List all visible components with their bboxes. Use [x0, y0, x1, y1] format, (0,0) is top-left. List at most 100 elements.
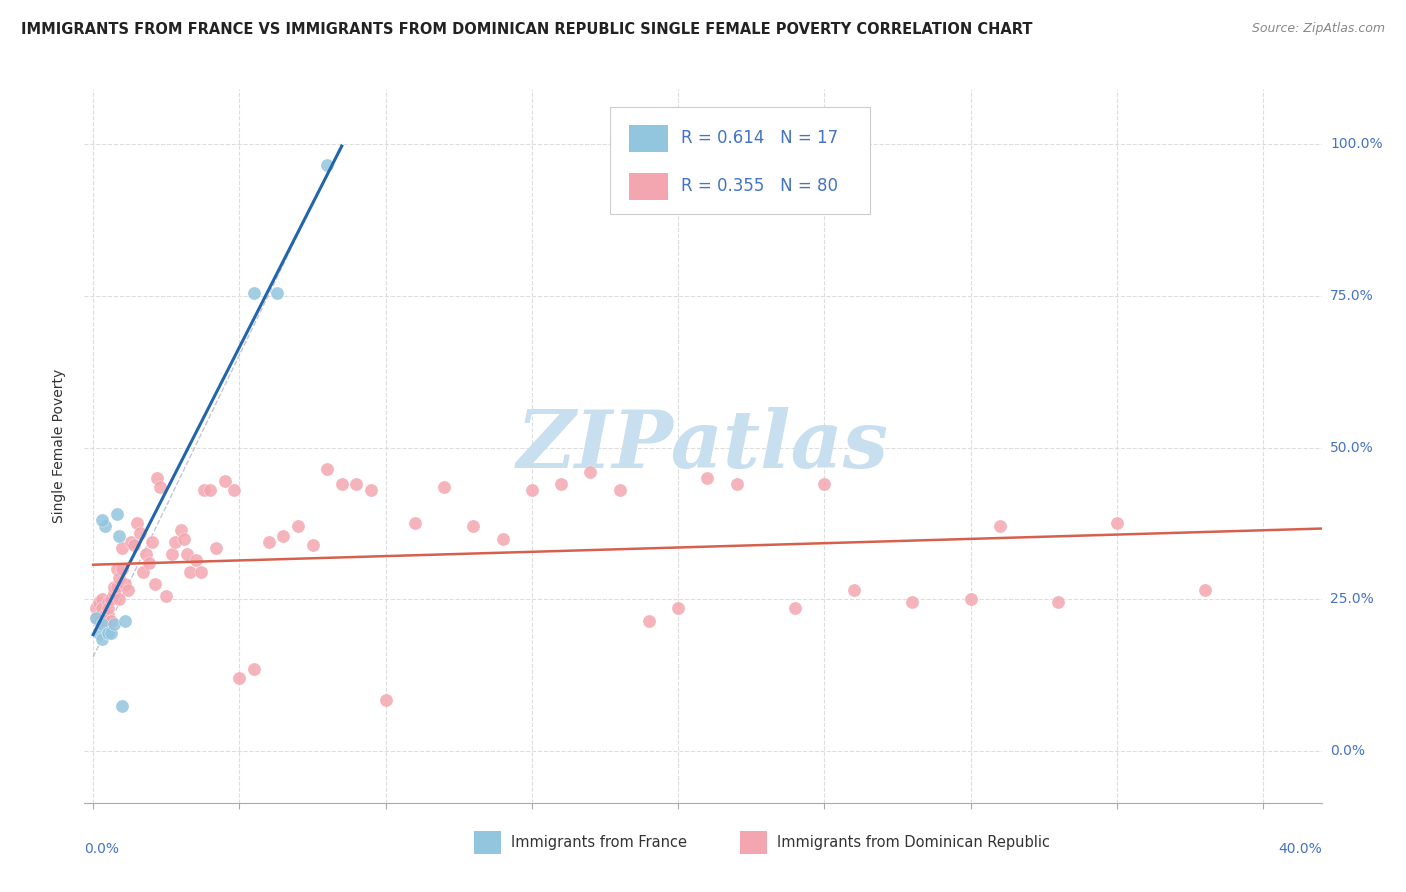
Point: [243, 662, 266, 676]
Point: [785, 601, 807, 615]
Point: [666, 601, 689, 615]
Point: [316, 158, 339, 172]
Point: [901, 595, 924, 609]
Point: [114, 577, 136, 591]
Point: [84, 610, 107, 624]
Point: [1047, 595, 1070, 609]
Point: [138, 556, 160, 570]
Text: 75.0%: 75.0%: [1330, 289, 1374, 302]
Point: [287, 519, 309, 533]
Point: [271, 528, 294, 542]
Point: [214, 474, 236, 488]
Point: [105, 580, 128, 594]
Point: [228, 671, 250, 685]
Point: [491, 532, 513, 546]
Point: [108, 592, 131, 607]
Point: [520, 483, 543, 497]
Text: Source: ZipAtlas.com: Source: ZipAtlas.com: [1251, 22, 1385, 36]
Point: [90, 632, 112, 646]
Point: [111, 562, 134, 576]
Point: [87, 625, 110, 640]
Point: [90, 592, 112, 607]
Text: 0.0%: 0.0%: [84, 842, 120, 856]
Point: [173, 532, 195, 546]
Point: [125, 516, 148, 531]
Text: R = 0.614   N = 17: R = 0.614 N = 17: [681, 128, 838, 146]
Point: [103, 586, 125, 600]
Point: [374, 692, 396, 706]
Text: 40.0%: 40.0%: [1278, 842, 1322, 856]
Point: [301, 538, 323, 552]
Point: [433, 480, 456, 494]
Point: [90, 601, 112, 615]
Point: [842, 583, 865, 598]
Point: [97, 607, 120, 622]
Point: [463, 519, 485, 533]
Text: Immigrants from Dominican Republic: Immigrants from Dominican Republic: [778, 835, 1050, 850]
Text: Immigrants from France: Immigrants from France: [512, 835, 688, 850]
Point: [97, 625, 120, 640]
Point: [141, 534, 163, 549]
Point: [132, 565, 155, 579]
Point: [330, 477, 353, 491]
Point: [1194, 583, 1216, 598]
Point: [103, 616, 125, 631]
Point: [97, 601, 120, 615]
Point: [103, 580, 125, 594]
Point: [122, 538, 145, 552]
Point: [1105, 516, 1128, 531]
FancyBboxPatch shape: [474, 831, 502, 855]
Point: [114, 614, 136, 628]
Point: [163, 534, 186, 549]
Point: [579, 465, 602, 479]
Point: [344, 477, 367, 491]
Point: [146, 471, 169, 485]
Point: [84, 601, 107, 615]
Point: [105, 562, 128, 576]
Point: [97, 625, 120, 640]
Point: [725, 477, 748, 491]
Point: [94, 519, 117, 533]
Point: [135, 547, 157, 561]
Point: [638, 614, 661, 628]
Text: ZIPatlas: ZIPatlas: [517, 408, 889, 484]
Point: [111, 698, 134, 713]
Point: [87, 595, 110, 609]
Point: [149, 480, 172, 494]
Point: [94, 614, 117, 628]
Point: [170, 523, 193, 537]
Point: [609, 483, 631, 497]
Point: [813, 477, 835, 491]
Point: [193, 483, 215, 497]
Text: 50.0%: 50.0%: [1330, 441, 1374, 455]
Point: [179, 565, 201, 579]
Point: [111, 541, 134, 555]
Point: [243, 285, 266, 300]
Point: [94, 607, 117, 622]
Point: [696, 471, 718, 485]
Point: [205, 541, 228, 555]
Text: 25.0%: 25.0%: [1330, 592, 1374, 607]
Point: [97, 595, 120, 609]
Point: [108, 571, 131, 585]
Point: [100, 614, 122, 628]
Point: [550, 477, 572, 491]
Text: IMMIGRANTS FROM FRANCE VS IMMIGRANTS FROM DOMINICAN REPUBLIC SINGLE FEMALE POVER: IMMIGRANTS FROM FRANCE VS IMMIGRANTS FRO…: [21, 22, 1032, 37]
Text: 100.0%: 100.0%: [1330, 136, 1382, 151]
Point: [100, 592, 122, 607]
Point: [988, 519, 1011, 533]
Text: R = 0.355   N = 80: R = 0.355 N = 80: [681, 177, 838, 194]
Point: [257, 534, 280, 549]
Point: [404, 516, 426, 531]
Point: [108, 528, 131, 542]
Y-axis label: Single Female Poverty: Single Female Poverty: [52, 369, 66, 523]
Point: [266, 285, 288, 300]
Point: [316, 462, 339, 476]
FancyBboxPatch shape: [740, 831, 768, 855]
Point: [84, 610, 107, 624]
FancyBboxPatch shape: [628, 125, 668, 152]
Point: [222, 483, 245, 497]
Point: [117, 583, 139, 598]
Point: [190, 565, 212, 579]
FancyBboxPatch shape: [610, 107, 870, 214]
